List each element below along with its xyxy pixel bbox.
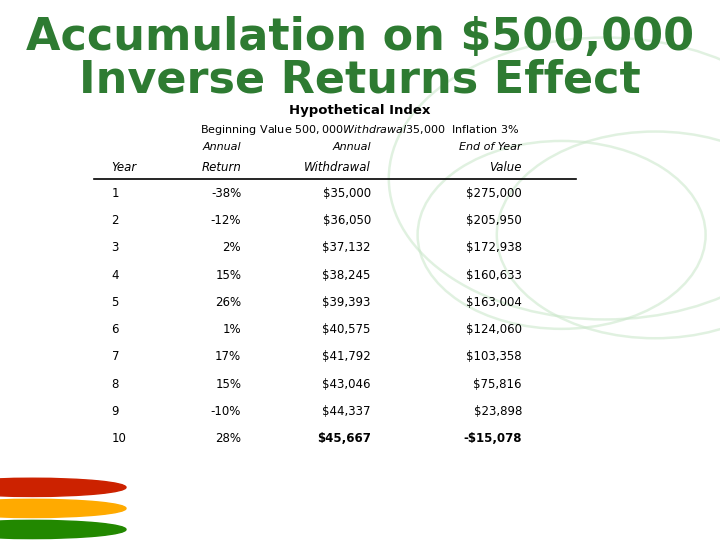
- Text: 17%: 17%: [215, 350, 241, 363]
- Text: $75,816: $75,816: [474, 377, 522, 391]
- Text: 3: 3: [112, 241, 119, 254]
- Text: End of Year: End of Year: [459, 142, 522, 152]
- Text: 15%: 15%: [215, 269, 241, 282]
- Text: $45,667: $45,667: [317, 432, 371, 445]
- Text: $172,938: $172,938: [466, 241, 522, 254]
- Text: -38%: -38%: [211, 187, 241, 200]
- Text: $44,337: $44,337: [323, 405, 371, 418]
- Text: Annual: Annual: [202, 142, 241, 152]
- Text: 1%: 1%: [222, 323, 241, 336]
- Circle shape: [0, 500, 126, 517]
- Text: $35,000: $35,000: [323, 187, 371, 200]
- Text: PLANNING: PLANNING: [72, 503, 129, 514]
- Circle shape: [0, 521, 126, 538]
- Text: $163,004: $163,004: [466, 296, 522, 309]
- Text: $40,575: $40,575: [323, 323, 371, 336]
- Text: -10%: -10%: [211, 405, 241, 418]
- Text: PROCESS: PROCESS: [72, 524, 122, 535]
- Text: Annual: Annual: [332, 142, 371, 152]
- Text: 32: 32: [673, 500, 698, 517]
- Text: 10: 10: [112, 432, 127, 445]
- Text: $275,000: $275,000: [467, 187, 522, 200]
- Text: 8: 8: [112, 377, 119, 391]
- Text: -12%: -12%: [211, 214, 241, 227]
- Text: Return: Return: [202, 161, 241, 174]
- Text: 5: 5: [112, 296, 119, 309]
- Text: $43,046: $43,046: [323, 377, 371, 391]
- Text: -$15,078: -$15,078: [464, 432, 522, 445]
- Text: Hypothetical Index: Hypothetical Index: [289, 104, 431, 117]
- Text: Year: Year: [112, 161, 137, 174]
- Text: 7: 7: [112, 350, 119, 363]
- Text: $103,358: $103,358: [467, 350, 522, 363]
- Text: $124,060: $124,060: [466, 323, 522, 336]
- Text: $160,633: $160,633: [466, 269, 522, 282]
- Text: 6: 6: [112, 323, 119, 336]
- Text: Accumulation on $500,000: Accumulation on $500,000: [26, 16, 694, 59]
- Text: 1: 1: [112, 187, 119, 200]
- Text: 2: 2: [112, 214, 119, 227]
- Text: $39,393: $39,393: [323, 296, 371, 309]
- Text: $36,050: $36,050: [323, 214, 371, 227]
- Text: 26%: 26%: [215, 296, 241, 309]
- Text: $23,898: $23,898: [474, 405, 522, 418]
- Text: ABC: ABC: [72, 482, 94, 492]
- Text: 2%: 2%: [222, 241, 241, 254]
- Text: Withdrawal: Withdrawal: [304, 161, 371, 174]
- Text: Inverse Returns Effect: Inverse Returns Effect: [79, 59, 641, 102]
- Text: $37,132: $37,132: [323, 241, 371, 254]
- Text: 28%: 28%: [215, 432, 241, 445]
- Text: Value: Value: [490, 161, 522, 174]
- Text: $41,792: $41,792: [322, 350, 371, 363]
- Circle shape: [0, 478, 126, 496]
- Text: Beginning Value $500,000      Withdrawal $35,000  Inflation 3%: Beginning Value $500,000 Withdrawal $35,…: [200, 123, 520, 137]
- Text: 15%: 15%: [215, 377, 241, 391]
- Text: 4: 4: [112, 269, 119, 282]
- Text: 9: 9: [112, 405, 119, 418]
- Text: $205,950: $205,950: [467, 214, 522, 227]
- Text: $38,245: $38,245: [323, 269, 371, 282]
